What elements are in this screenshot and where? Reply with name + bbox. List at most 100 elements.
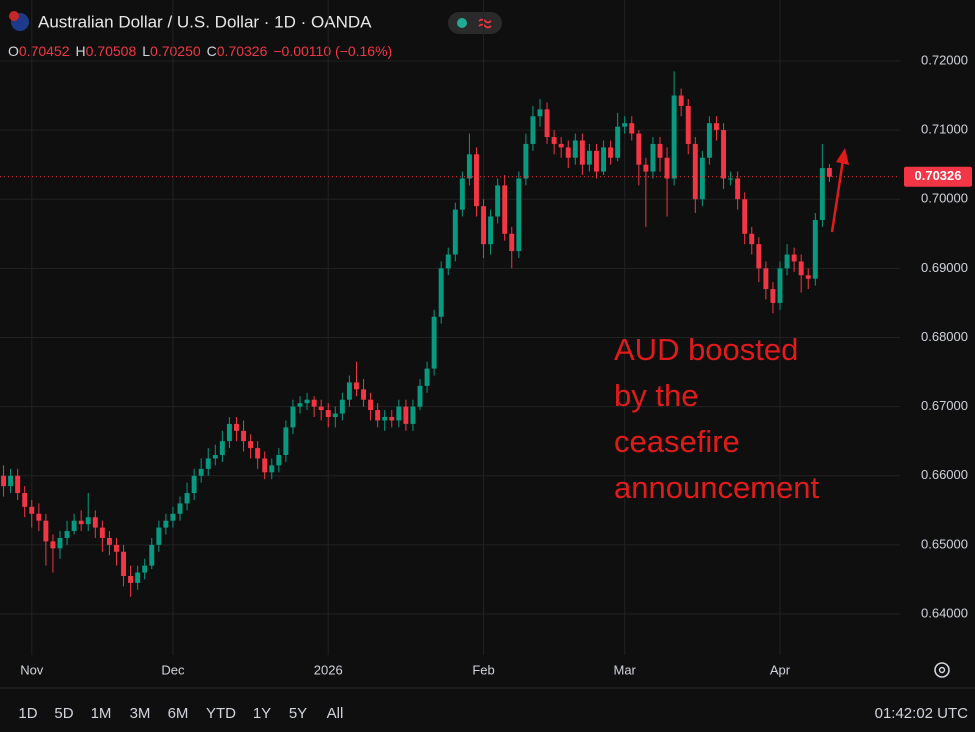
range-button[interactable]: 5D — [54, 705, 73, 722]
candle-body — [71, 520, 77, 532]
range-button[interactable]: 1Y — [253, 705, 271, 722]
candle-body — [657, 143, 663, 158]
candle-body — [488, 216, 494, 245]
candle-body — [671, 95, 677, 179]
candle-body — [346, 382, 352, 400]
candle-body — [205, 458, 211, 469]
candle-body — [706, 123, 712, 158]
candle-body — [361, 389, 366, 400]
symbol-icon-flag — [9, 11, 19, 21]
candle-body — [629, 123, 635, 134]
range-button[interactable]: 1M — [91, 705, 112, 722]
candle-body — [431, 316, 437, 369]
candle-body — [594, 150, 599, 172]
candle-body — [622, 123, 628, 127]
range-button[interactable]: All — [327, 705, 344, 722]
candle-body — [114, 544, 119, 552]
last-price-badge — [904, 166, 972, 187]
candle-body — [234, 423, 239, 431]
candle-body — [248, 441, 254, 449]
candle-body — [819, 168, 825, 220]
candle-body — [424, 368, 430, 386]
status-badge[interactable] — [448, 12, 502, 34]
range-button[interactable]: 6M — [168, 705, 189, 722]
candle-body — [586, 150, 592, 165]
candle-body — [551, 137, 557, 144]
candle-body — [57, 537, 63, 549]
y-tick-label: 0.72000 — [921, 52, 968, 67]
candle-body — [608, 147, 614, 158]
annotation-line: ceasefire — [614, 424, 740, 459]
candle-body — [565, 147, 571, 158]
candle-body — [544, 109, 550, 138]
annotation-line: by the — [614, 378, 698, 413]
symbol-title: Australian Dollar / U.S. Dollar · 1D · O… — [38, 12, 372, 31]
candle-body — [438, 268, 444, 317]
settings-icon[interactable] — [934, 662, 950, 678]
candle-body — [749, 233, 755, 245]
candle-body — [318, 406, 324, 411]
candle-body — [297, 403, 303, 407]
candle-body — [121, 551, 126, 576]
candle-body — [791, 254, 797, 262]
market-open-dot — [457, 18, 467, 28]
range-button[interactable]: YTD — [206, 705, 236, 722]
x-tick-label: Feb — [472, 662, 494, 677]
candle-body — [8, 475, 14, 487]
candle-body — [826, 167, 832, 177]
candle-body — [770, 289, 776, 303]
candle-body — [1, 475, 6, 487]
candle-body — [85, 517, 91, 525]
wave-icon — [478, 18, 492, 29]
candle-body — [699, 157, 705, 200]
y-tick-label: 0.71000 — [921, 122, 968, 137]
range-button[interactable]: 3M — [130, 705, 151, 722]
candle-body — [579, 140, 585, 165]
x-tick-label: 2026 — [314, 662, 343, 677]
candle-body — [15, 475, 21, 494]
ohlc-change: −0.00110 (−0.16%) — [273, 43, 392, 59]
candle-body — [417, 385, 423, 407]
candle-body — [149, 544, 155, 566]
candle-body — [36, 513, 42, 521]
candle-body — [135, 572, 141, 583]
candle-body — [664, 157, 670, 179]
candle-body — [396, 406, 402, 421]
last-price-label: 0.70326 — [915, 168, 962, 183]
candle-body — [452, 209, 458, 255]
candle-body — [502, 185, 508, 234]
candle-body — [798, 261, 804, 276]
candle-body — [177, 503, 183, 514]
candle-body — [742, 199, 748, 234]
candle-body — [572, 140, 578, 158]
candle-body — [43, 520, 49, 542]
candle-body — [812, 219, 818, 279]
candle-body — [516, 178, 522, 252]
candle-body — [219, 441, 225, 456]
candle-body — [163, 520, 169, 528]
range-button[interactable]: 1D — [18, 705, 37, 722]
candle-body — [445, 254, 451, 269]
candle-body — [255, 448, 261, 459]
y-tick-label: 0.64000 — [921, 605, 968, 620]
candle-body — [777, 268, 783, 303]
candle-body — [78, 520, 84, 525]
candle-body — [466, 154, 472, 179]
candle-body — [685, 105, 691, 144]
ohlc-key: H — [76, 43, 86, 59]
candle-body — [382, 416, 388, 421]
candle-body — [354, 382, 359, 390]
candle-body — [269, 465, 275, 473]
range-button[interactable]: 5Y — [289, 705, 307, 722]
candle-body — [99, 527, 105, 538]
candle-body — [474, 154, 479, 207]
candle-body — [763, 268, 769, 290]
candle-body — [156, 527, 162, 545]
candle-body — [241, 430, 246, 442]
candle-body — [756, 244, 762, 269]
clock: 01:42:02 UTC — [875, 705, 969, 722]
candle-body — [643, 164, 649, 172]
